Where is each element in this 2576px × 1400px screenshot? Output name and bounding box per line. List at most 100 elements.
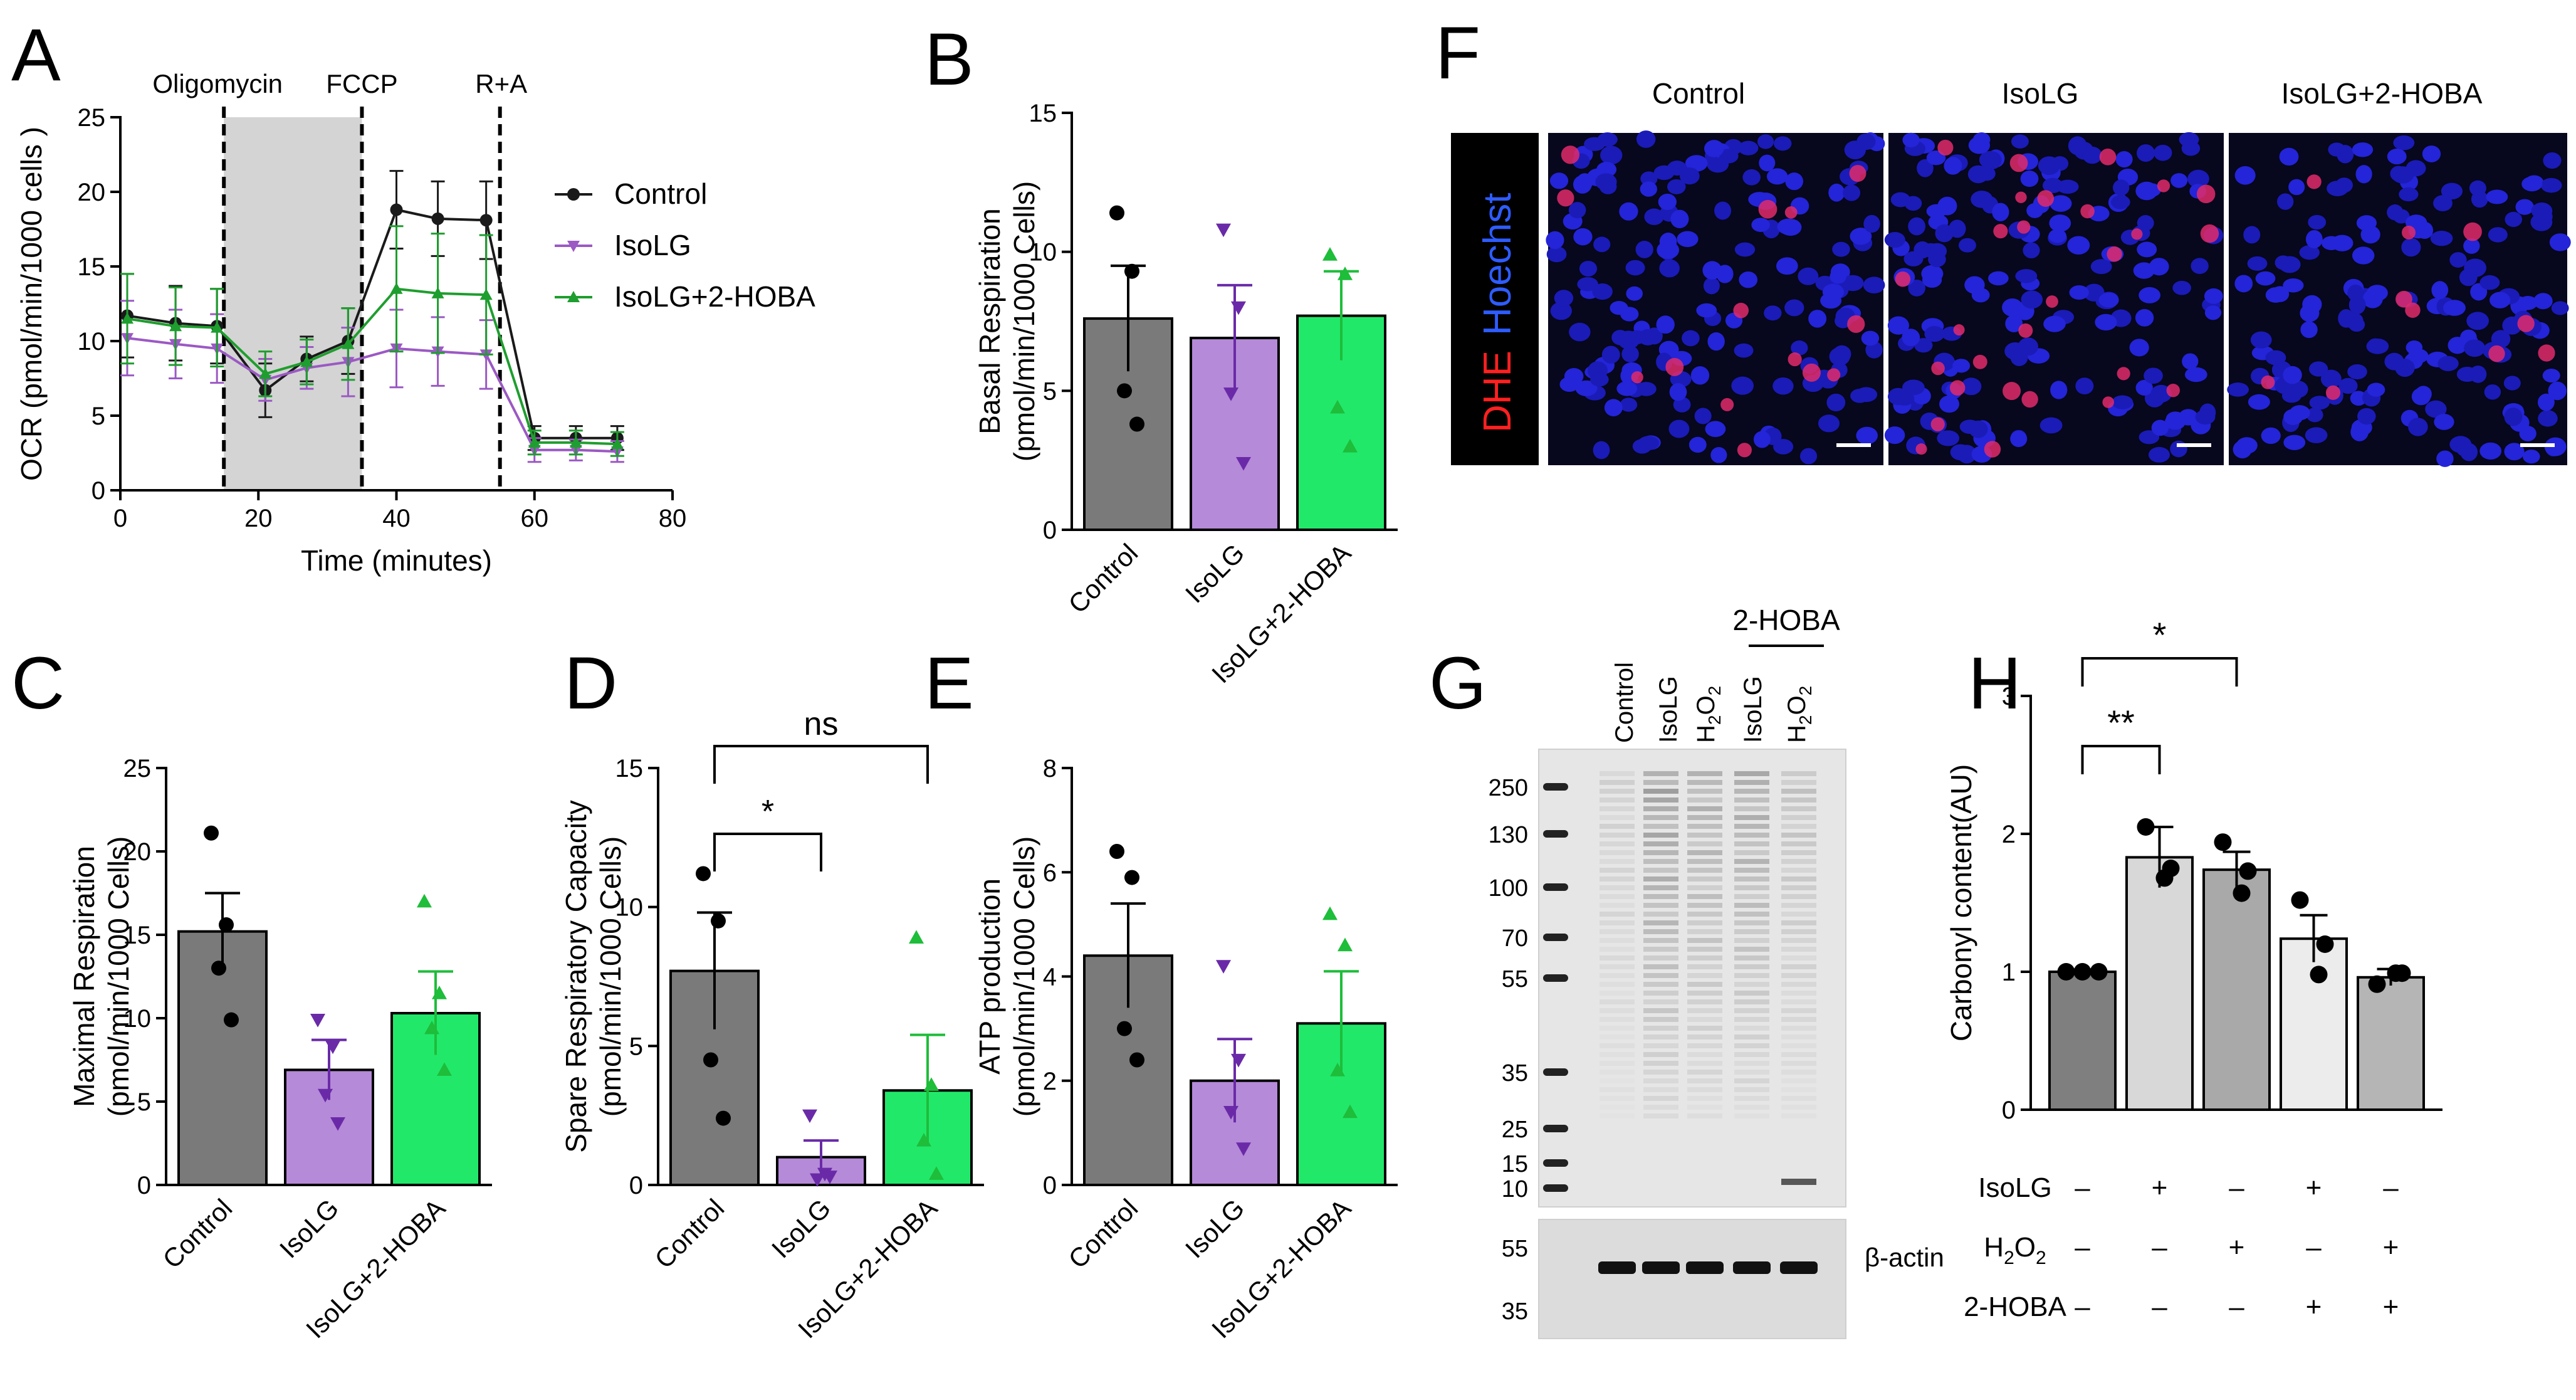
nucleus <box>1635 241 1653 258</box>
smear-band <box>1600 991 1635 996</box>
smear-band <box>1600 815 1635 820</box>
nucleus <box>2459 268 2478 287</box>
nucleus <box>2137 241 2157 258</box>
nucleus <box>1546 231 1564 250</box>
y-axis-label-units-e: (pmol/min/1000 Cells) <box>1008 836 1040 1117</box>
y-tick-label-e: 0 <box>1043 1172 1057 1199</box>
nucleus <box>2356 215 2377 231</box>
nucleus <box>2551 301 2569 315</box>
nucleus <box>1785 172 1804 191</box>
data-point-isolg-2-hoba <box>909 930 924 944</box>
y-axis-label-h: Carbonyl content(AU) <box>1945 764 1977 1041</box>
smear-band <box>1600 797 1635 803</box>
nucleus <box>1944 157 1962 175</box>
smear-band <box>1687 938 1722 943</box>
dhe-signal <box>1561 145 1580 164</box>
data-point-control <box>1129 416 1144 432</box>
smear-band <box>1600 1008 1635 1013</box>
nucleus <box>2038 156 2060 175</box>
nucleus <box>2050 381 2068 399</box>
smear-band <box>1734 1087 1769 1092</box>
group-label-2-hoba: 2-HOBA <box>1732 604 1840 636</box>
significance-label-h: * <box>2153 615 2167 655</box>
nucleus <box>1843 184 1861 201</box>
nucleus <box>1917 159 1934 177</box>
dhe-signal <box>1953 324 1965 336</box>
smear-band <box>1734 1078 1769 1083</box>
nucleus <box>2247 256 2268 271</box>
nucleus <box>1689 436 1707 453</box>
panel-letter-d: D <box>564 642 617 725</box>
nucleus <box>2010 349 2028 366</box>
dhe-signal <box>2200 224 2219 243</box>
nucleus <box>1902 379 1925 396</box>
y-tick-label-b: 5 <box>1043 377 1057 405</box>
smear-band <box>1687 929 1722 934</box>
nucleus <box>1573 228 1593 246</box>
data-point-h <box>2137 818 2155 836</box>
dhe-signal <box>2018 323 2033 338</box>
smear-band <box>1734 868 1769 873</box>
smear-band <box>1734 947 1769 952</box>
nucleus <box>1704 140 1724 157</box>
smear-band <box>1600 1026 1635 1031</box>
panel-f-dhe-hoechst-images: Control IsoLG IsoLG+2-HOBA DHE Hoechst <box>1451 77 2571 467</box>
condition-label-2-hoba: 2-HOBA <box>1964 1292 2066 1322</box>
nucleus <box>1772 377 1794 395</box>
smear-band <box>1687 824 1722 829</box>
nucleus <box>1959 419 1981 434</box>
nucleus <box>2384 352 2404 371</box>
nucleus <box>2151 419 2169 436</box>
smear-band <box>1600 859 1635 864</box>
nucleus <box>2469 180 2486 196</box>
actin-bands <box>1598 1261 1818 1274</box>
nucleus <box>2288 179 2305 196</box>
data-point-control <box>204 825 219 841</box>
nucleus <box>2441 182 2463 200</box>
dhe-signal <box>2021 391 2038 408</box>
ladder-band <box>1543 1159 1568 1167</box>
nucleus <box>2505 211 2523 228</box>
nucleus <box>2170 173 2188 188</box>
nucleus <box>1584 137 1606 151</box>
data-point-isolg-2-hoba <box>1322 906 1338 920</box>
data-point-control <box>479 214 493 227</box>
data-point-control <box>716 1110 731 1126</box>
nucleus <box>2165 413 2186 430</box>
smear-band <box>1734 955 1769 961</box>
nucleus <box>2148 446 2170 463</box>
smear-band <box>1781 1061 1816 1066</box>
nucleus <box>2283 366 2302 384</box>
dhe-signal <box>2117 367 2130 381</box>
injection-label-r-a: R+A <box>475 69 527 98</box>
nucleus <box>1593 441 1610 460</box>
smear-band <box>1734 1034 1769 1039</box>
nucleus <box>2039 417 2063 434</box>
data-point-isolg-2-hoba <box>431 287 444 298</box>
smear-band <box>1687 982 1722 987</box>
data-point-isolg <box>310 1014 325 1028</box>
nucleus <box>2484 384 2501 400</box>
smear-band <box>1600 1087 1635 1092</box>
smear-band <box>1781 797 1816 803</box>
nucleus <box>2306 408 2323 423</box>
nucleus <box>2236 437 2258 454</box>
dhe-signal <box>2261 375 2275 389</box>
smear-band <box>1687 1017 1722 1022</box>
data-point-isolg-2-hoba <box>1338 937 1353 952</box>
data-point-isolg <box>1231 1053 1246 1068</box>
blot-main <box>1538 749 1846 1208</box>
smear-band <box>1781 903 1816 908</box>
smear-band <box>1734 824 1769 829</box>
y-tick-label-c: 0 <box>137 1172 151 1199</box>
nucleus <box>2261 427 2281 445</box>
nucleus <box>1710 447 1727 463</box>
nucleus <box>1924 326 1945 342</box>
smear-band <box>1781 1096 1816 1101</box>
smear-band <box>1687 868 1722 873</box>
nucleus <box>1884 232 1905 248</box>
smear-band <box>1734 964 1769 969</box>
dhe-signal <box>2166 384 2180 397</box>
legend-marker-control <box>567 188 580 201</box>
